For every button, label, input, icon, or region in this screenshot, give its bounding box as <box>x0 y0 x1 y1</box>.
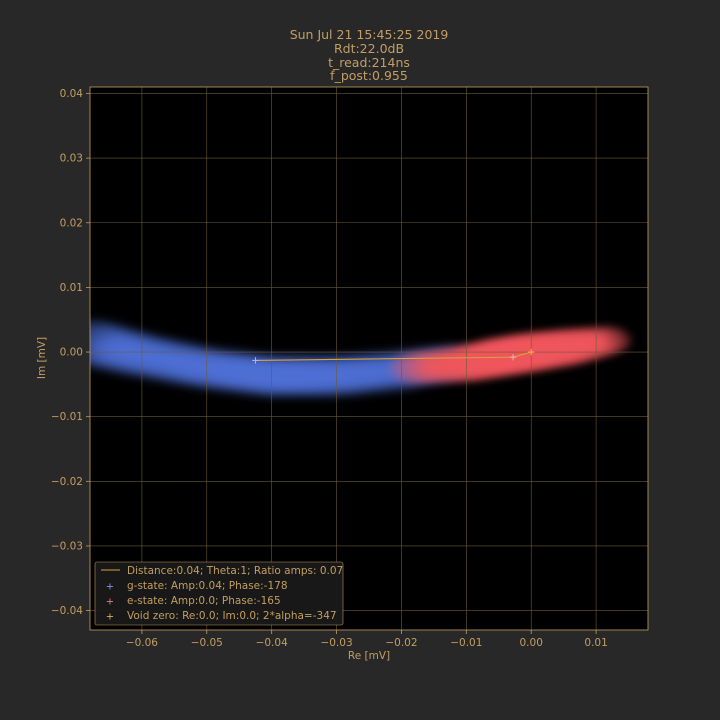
x-axis-label: Re [mV] <box>348 650 390 662</box>
e-state-core <box>578 334 610 352</box>
y-tick-label: 0.04 <box>60 88 84 100</box>
legend: Distance:0.04; Theta:1; Ratio amps: 0.07… <box>94 561 344 626</box>
e-state-marker <box>509 354 517 361</box>
x-tick-label: −0.01 <box>450 637 482 649</box>
x-tick-label: −0.02 <box>385 637 417 649</box>
y-tick-label: −0.01 <box>51 411 83 423</box>
title-line-date: Sun Jul 21 15:45:25 2019 <box>290 27 449 42</box>
y-axis-ticks: 0.04 0.03 0.02 0.01 0.00 −0.01 −0.02 −0.03 −0.04 <box>51 88 90 617</box>
legend-box <box>94 561 344 626</box>
y-tick-label: −0.03 <box>51 540 83 552</box>
title-line-rdt: Rdt:22.0dB <box>334 41 404 56</box>
y-axis-label: Im [mV] <box>36 337 48 379</box>
x-tick-label: −0.06 <box>126 637 158 649</box>
g-state-marker <box>252 357 259 364</box>
x-tick-label: 0.00 <box>520 637 543 649</box>
y-tick-label: −0.04 <box>51 605 83 617</box>
legend-label-distance: Distance:0.04; Theta:1; Ratio amps: 0.07 <box>127 565 343 577</box>
x-tick-label: −0.03 <box>320 637 352 649</box>
x-axis-ticks: −0.06 −0.05 −0.04 −0.03 −0.02 −0.01 0.00 0.01 <box>126 630 608 649</box>
x-tick-label: −0.05 <box>191 637 223 649</box>
scatter-clouds <box>90 319 632 396</box>
void-zero-marker <box>528 348 535 356</box>
title-line-tread: t_read:214ns <box>328 55 410 70</box>
legend-label-void-zero: Void zero: Re:0.0; Im:0.0; 2*alpha=-347 <box>127 610 337 622</box>
legend-void-marker: + <box>106 612 114 623</box>
e-state-cloud <box>389 326 632 384</box>
legend-g-marker: + <box>106 582 114 593</box>
y-tick-label: 0.00 <box>60 347 83 359</box>
legend-label-e-state: e-state: Amp:0.0; Phase:-165 <box>127 595 281 607</box>
y-tick-label: 0.03 <box>60 153 83 165</box>
x-tick-label: 0.01 <box>584 637 607 649</box>
legend-e-marker: + <box>106 597 114 608</box>
chart-title: Sun Jul 21 15:45:25 2019 Rdt:22.0dB t_re… <box>290 27 449 83</box>
plot-frame <box>89 86 649 631</box>
x-tick-label: −0.04 <box>256 637 288 649</box>
title-line-fpost: f_post:0.955 <box>330 68 408 83</box>
y-tick-label: 0.02 <box>60 217 83 229</box>
y-tick-label: 0.01 <box>60 282 83 294</box>
legend-label-g-state: g-state: Amp:0.04; Phase:-178 <box>127 580 288 592</box>
data-marks <box>252 348 535 364</box>
y-tick-label: −0.02 <box>51 476 83 488</box>
